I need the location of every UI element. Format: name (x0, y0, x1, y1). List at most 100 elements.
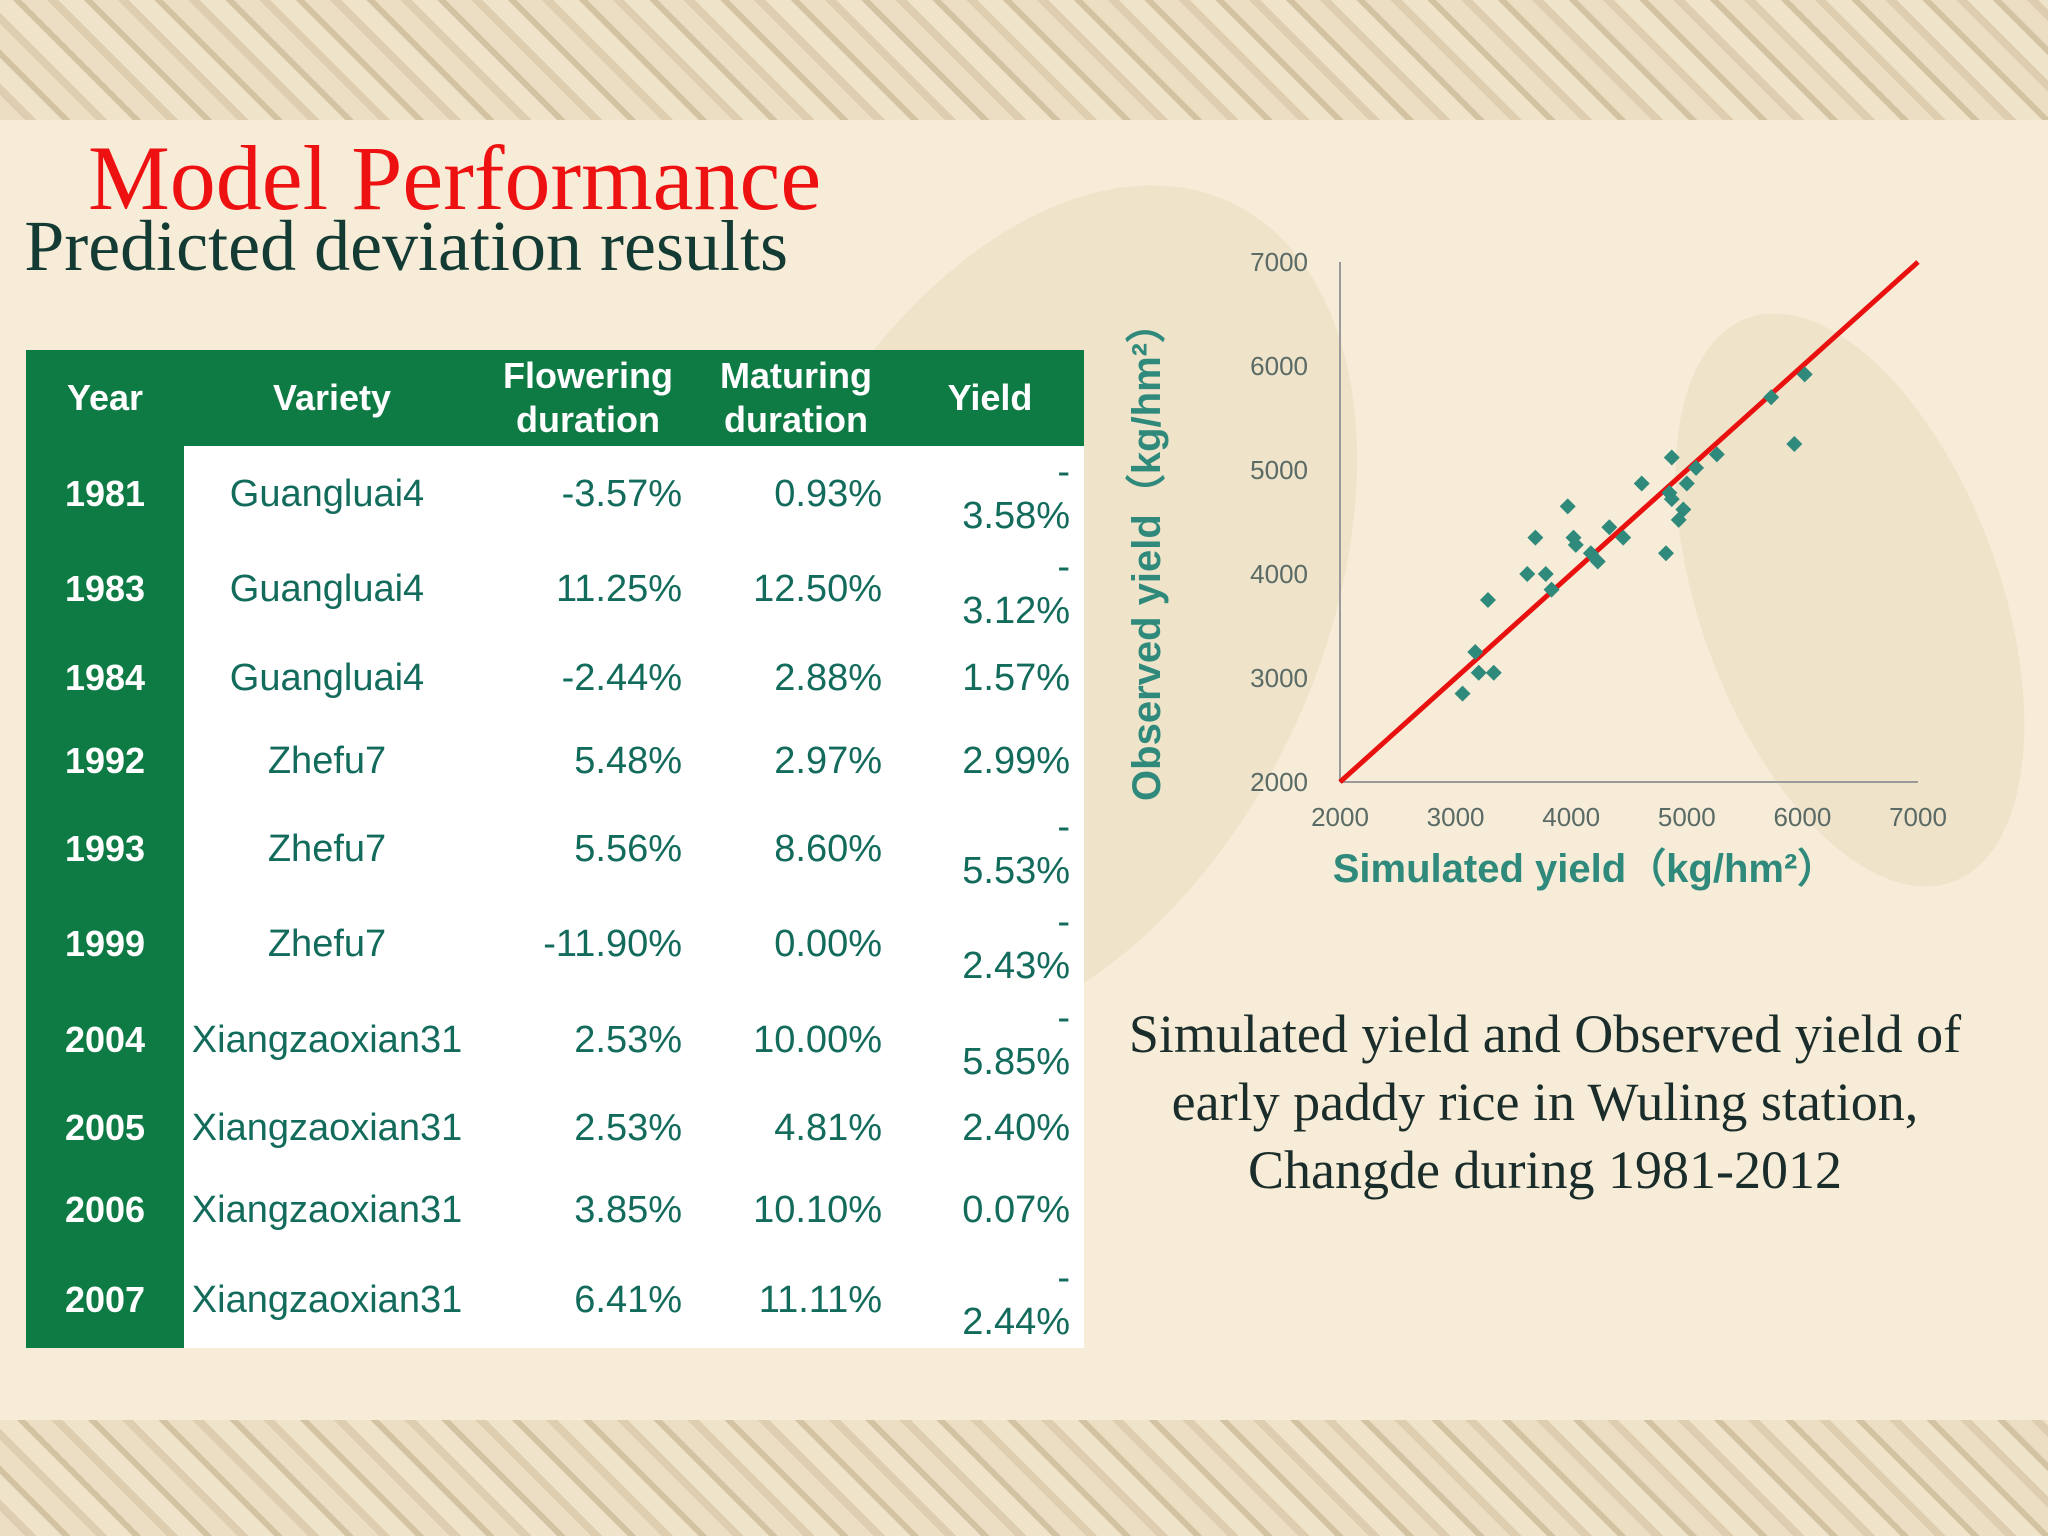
bottom-ornament-band (0, 1420, 2048, 1536)
header-variety: Variety (184, 350, 480, 446)
yield-sign: - (1057, 806, 1070, 848)
cell-flowering: -11.90% (480, 896, 696, 992)
cell-flowering: 6.41% (480, 1252, 696, 1348)
data-point (1543, 581, 1560, 598)
chart-x-axis-label: Simulated yield（kg/hm²） (1333, 847, 1838, 891)
cell-flowering: 11.25% (480, 542, 696, 636)
chart-axes (1339, 262, 1918, 783)
yield-value: 1.57% (962, 657, 1070, 699)
cell-variety: Xiangzaoxian31 (184, 1168, 480, 1252)
chart-reference-line (1338, 260, 1920, 784)
y-tick-label: 6000 (1250, 351, 1308, 381)
x-tick-label: 6000 (1773, 802, 1831, 832)
table-row: 1999 Zhefu7 -11.90% 0.00% -2.43% (26, 896, 1084, 992)
x-tick-label: 5000 (1658, 802, 1716, 832)
cell-flowering: -2.44% (480, 636, 696, 720)
yield-value: 5.53% (962, 850, 1070, 892)
cell-flowering: 2.53% (480, 1088, 696, 1168)
table-row: 2004 Xiangzaoxian31 2.53% 10.00% -5.85% (26, 992, 1084, 1088)
cell-variety: Zhefu7 (184, 896, 480, 992)
cell-year: 2004 (26, 992, 184, 1088)
data-point (1527, 529, 1544, 546)
chart-tick-labels: 2000 3000 4000 5000 6000 7000 2000 3000 4000 5000… (1250, 247, 1947, 832)
chart-caption: Simulated yield and Observed yield of ea… (1128, 1004, 1962, 1200)
cell-yield: 0.07% (896, 1168, 1084, 1252)
table-row: 1983 Guangluai4 11.25% 12.50% -3.12% (26, 542, 1084, 636)
x-tick-label: 3000 (1427, 802, 1485, 832)
data-point (1454, 685, 1471, 702)
cell-yield: -2.44% (896, 1252, 1084, 1348)
header-maturing: Maturing duration (696, 350, 896, 446)
data-point (1663, 491, 1680, 508)
cell-flowering: -3.57% (480, 446, 696, 542)
yield-sign: - (1057, 451, 1070, 493)
cell-maturing: 8.60% (696, 802, 896, 896)
yield-value: 2.40% (962, 1107, 1070, 1149)
yield-value: 2.43% (962, 945, 1070, 987)
x-tick-label: 7000 (1889, 802, 1947, 832)
subtitle-clip: Predicted deviation results (0, 205, 800, 305)
data-point (1786, 436, 1803, 452)
data-point (1663, 449, 1680, 466)
y-tick-label: 3000 (1250, 663, 1308, 693)
yield-value: 5.85% (962, 1041, 1070, 1083)
cell-yield: -3.12% (896, 542, 1084, 636)
cell-flowering: 3.85% (480, 1168, 696, 1252)
y-tick-label: 2000 (1250, 767, 1308, 797)
cell-yield: 1.57% (896, 636, 1084, 720)
cell-year: 2006 (26, 1168, 184, 1252)
cell-yield: -5.85% (896, 992, 1084, 1088)
data-point (1519, 566, 1536, 582)
cell-maturing: 2.88% (696, 636, 896, 720)
table-header-row: Year Variety Flowering duration Maturing… (26, 350, 1084, 446)
cell-year: 1983 (26, 542, 184, 636)
cell-maturing: 12.50% (696, 542, 896, 636)
cell-variety: Guangluai4 (184, 636, 480, 720)
data-point (1567, 536, 1584, 553)
slide-title: Model Performance (88, 127, 822, 229)
header-yield: Yield (896, 350, 1084, 446)
data-point (1485, 664, 1502, 681)
cell-year: 2007 (26, 1252, 184, 1348)
cell-year: 1984 (26, 636, 184, 720)
cell-maturing: 10.00% (696, 992, 896, 1088)
table-row: 2007 Xiangzaoxian31 6.41% 11.11% -2.44% (26, 1252, 1084, 1348)
cell-yield: -5.53% (896, 802, 1084, 896)
table-row: 1981 Guangluai4 -3.57% 0.93% -3.58% (26, 446, 1084, 542)
table-row: 2006 Xiangzaoxian31 3.85% 10.10% 0.07% (26, 1168, 1084, 1252)
table-row: 1984 Guangluai4 -2.44% 2.88% 1.57% (26, 636, 1084, 720)
top-ornament-band (0, 0, 2048, 120)
cell-flowering: 2.53% (480, 992, 696, 1088)
data-point (1589, 553, 1606, 570)
data-point (1470, 664, 1487, 681)
data-point (1688, 459, 1705, 476)
y-tick-label: 4000 (1250, 559, 1308, 589)
data-point (1467, 644, 1484, 660)
cell-year: 1981 (26, 446, 184, 542)
cell-flowering: 5.56% (480, 802, 696, 896)
yield-sign: - (1057, 997, 1070, 1039)
data-point (1615, 529, 1632, 546)
yield-sign: - (1057, 546, 1070, 588)
data-point (1559, 498, 1576, 515)
yield-value: 0.07% (962, 1189, 1070, 1231)
cell-variety: Guangluai4 (184, 542, 480, 636)
cell-year: 1993 (26, 802, 184, 896)
cell-variety: Xiangzaoxian31 (184, 1088, 480, 1168)
yield-scatter-chart: 2000 3000 4000 5000 6000 7000 2000 3000 4000 5000… (1125, 247, 1947, 891)
cell-flowering: 5.48% (480, 720, 696, 802)
data-point (1708, 446, 1725, 463)
chart-points (1454, 366, 1813, 702)
data-point (1657, 545, 1674, 562)
cell-yield: 2.99% (896, 720, 1084, 802)
data-point (1601, 519, 1618, 536)
y-tick-label: 5000 (1250, 455, 1308, 485)
data-point (1537, 566, 1554, 582)
cell-year: 1999 (26, 896, 184, 992)
cell-variety: Guangluai4 (184, 446, 480, 542)
x-tick-label: 2000 (1311, 802, 1369, 832)
data-point (1763, 389, 1780, 406)
y-tick-label: 7000 (1250, 247, 1308, 277)
cell-yield: -2.43% (896, 896, 1084, 992)
reference-line (1338, 260, 1920, 784)
